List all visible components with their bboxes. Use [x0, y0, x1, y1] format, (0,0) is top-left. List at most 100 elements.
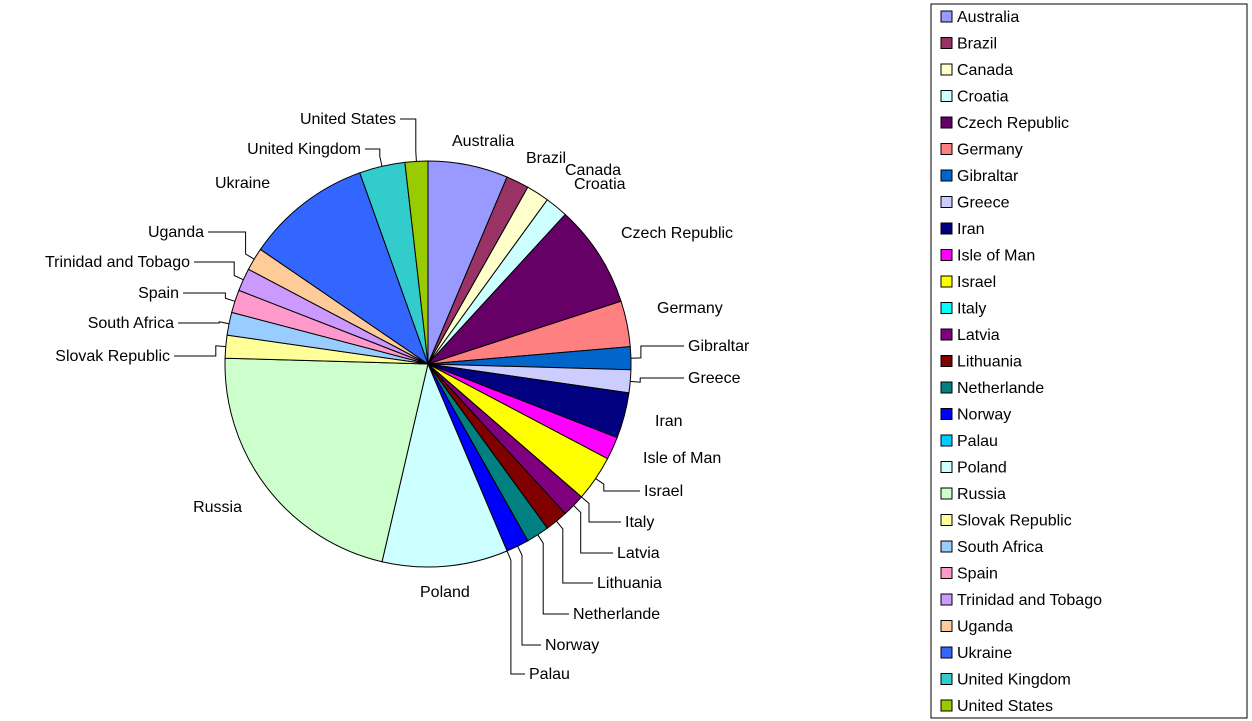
legend-swatch-russia	[940, 487, 953, 500]
leader-line-latvia	[573, 505, 613, 554]
leader-line-israel	[595, 478, 640, 492]
legend-label-israel: Israel	[957, 274, 996, 291]
slice-label-australia: Australia	[452, 133, 514, 150]
legend: Australia Brazil Canada Croatia Czech Republ…	[930, 3, 1248, 719]
slice-label-netherlande: Netherlande	[573, 606, 660, 623]
legend-label-australia: Australia	[957, 9, 1019, 26]
legend-label-czech-republic: Czech Republic	[957, 115, 1069, 132]
legend-swatch-lithuania	[940, 355, 953, 367]
legend-label-iran: Iran	[957, 221, 985, 238]
legend-swatch-greece	[940, 196, 953, 208]
legend-label-ukraine: Ukraine	[957, 645, 1012, 662]
leader-line-trinidad-and-tobago	[194, 261, 244, 281]
leader-line-united-states	[400, 118, 417, 162]
legend-label-uganda: Uganda	[957, 619, 1013, 636]
legend-label-palau: Palau	[957, 433, 998, 450]
legend-label-united-states: United States	[957, 698, 1053, 715]
leader-line-greece	[630, 377, 684, 383]
legend-swatch-latvia	[940, 328, 953, 341]
legend-label-trinidad-and-tobago: Trinidad and Tobago	[957, 592, 1102, 609]
legend-swatch-spain	[940, 567, 953, 579]
legend-swatch-czech-republic	[940, 116, 953, 129]
legend-swatch-italy	[940, 302, 953, 314]
legend-swatch-brazil	[940, 37, 953, 49]
legend-label-united-kingdom: United Kingdom	[957, 672, 1071, 689]
legend-label-spain: Spain	[957, 566, 998, 583]
slice-label-lithuania: Lithuania	[597, 575, 662, 592]
legend-swatch-poland	[940, 461, 953, 473]
slice-label-poland: Poland	[420, 584, 470, 601]
pie-slices	[224, 160, 632, 568]
legend-label-latvia: Latvia	[957, 327, 1000, 344]
legend-label-netherlande: Netherlande	[957, 380, 1044, 397]
slice-label-iran: Iran	[655, 413, 683, 430]
legend-label-poland: Poland	[957, 460, 1007, 477]
slice-label-ukraine: Ukraine	[215, 175, 270, 192]
legend-label-isle-of-man: Isle of Man	[957, 248, 1035, 265]
legend-swatch-gibraltar	[940, 169, 953, 182]
legend-swatch-trinidad-and-tobago	[940, 593, 953, 606]
slice-label-israel: Israel	[644, 483, 683, 500]
legend-swatch-isle-of-man	[940, 249, 953, 261]
pie-slice-poland	[381, 362, 508, 568]
slice-label-slovak-republic: Slovak Republic	[55, 348, 170, 365]
slice-label-czech-republic: Czech Republic	[621, 225, 733, 242]
legend-swatch-slovak-republic	[940, 514, 953, 526]
legend-frame	[930, 3, 1248, 719]
leader-line-palau	[506, 550, 525, 675]
pie-slice-ukraine	[259, 172, 429, 366]
legend-swatch-united-states	[940, 699, 953, 712]
legend-label-lithuania: Lithuania	[957, 354, 1022, 371]
legend-swatch-uganda	[940, 620, 953, 632]
legend-label-gibraltar: Gibraltar	[957, 168, 1019, 185]
leader-line-norway	[517, 545, 541, 646]
legend-label-germany: Germany	[957, 142, 1023, 159]
legend-label-greece: Greece	[957, 195, 1010, 212]
slice-label-united-kingdom: United Kingdom	[247, 141, 361, 158]
legend-swatch-germany	[940, 143, 953, 155]
legend-label-brazil: Brazil	[957, 36, 997, 53]
legend-swatch-canada	[940, 63, 953, 76]
legend-swatch-south-africa	[940, 540, 953, 553]
legend-label-canada: Canada	[957, 62, 1013, 79]
legend-label-russia: Russia	[957, 486, 1006, 503]
leader-line-italy	[581, 496, 621, 523]
slice-label-gibraltar: Gibraltar	[688, 338, 750, 355]
slice-label-south-africa: South Africa	[88, 315, 174, 332]
legend-swatch-netherlande	[940, 381, 953, 394]
leader-line-spain	[183, 292, 236, 302]
slice-label-brazil: Brazil	[526, 150, 566, 167]
leader-line-slovak-republic	[174, 345, 226, 357]
slice-label-united-states: United States	[300, 111, 396, 128]
legend-label-italy: Italy	[957, 301, 986, 318]
slice-label-trinidad-and-tobago: Trinidad and Tobago	[45, 254, 190, 271]
legend-swatch-palau	[940, 434, 953, 447]
slice-label-norway: Norway	[545, 637, 599, 654]
pie-slice-czech-republic	[426, 213, 622, 366]
slice-label-uganda: Uganda	[148, 224, 204, 241]
pie-slice-united-states	[404, 160, 429, 365]
slice-label-russia: Russia	[193, 499, 242, 516]
legend-swatch-israel	[940, 275, 953, 288]
leader-line-united-kingdom	[365, 148, 383, 167]
pie-slice-russia	[224, 357, 429, 563]
slice-label-isle-of-man: Isle of Man	[643, 450, 721, 467]
legend-swatch-iran	[940, 222, 953, 235]
legend-swatch-united-kingdom	[940, 673, 953, 685]
legend-swatch-ukraine	[940, 646, 953, 659]
legend-swatch-croatia	[940, 90, 953, 102]
leader-line-uganda	[208, 231, 255, 260]
slice-label-croatia: Croatia	[574, 176, 626, 193]
legend-label-croatia: Croatia	[957, 89, 1009, 106]
slice-label-germany: Germany	[657, 300, 723, 317]
leader-line-south-africa	[178, 321, 230, 325]
legend-label-south-africa: South Africa	[957, 539, 1043, 556]
leader-line-netherlande	[537, 534, 569, 615]
legend-label-norway: Norway	[957, 407, 1011, 424]
slice-label-spain: Spain	[138, 285, 179, 302]
slice-label-latvia: Latvia	[617, 545, 660, 562]
leader-line-gibraltar	[630, 345, 684, 359]
slice-label-canada: Canada	[565, 162, 621, 179]
